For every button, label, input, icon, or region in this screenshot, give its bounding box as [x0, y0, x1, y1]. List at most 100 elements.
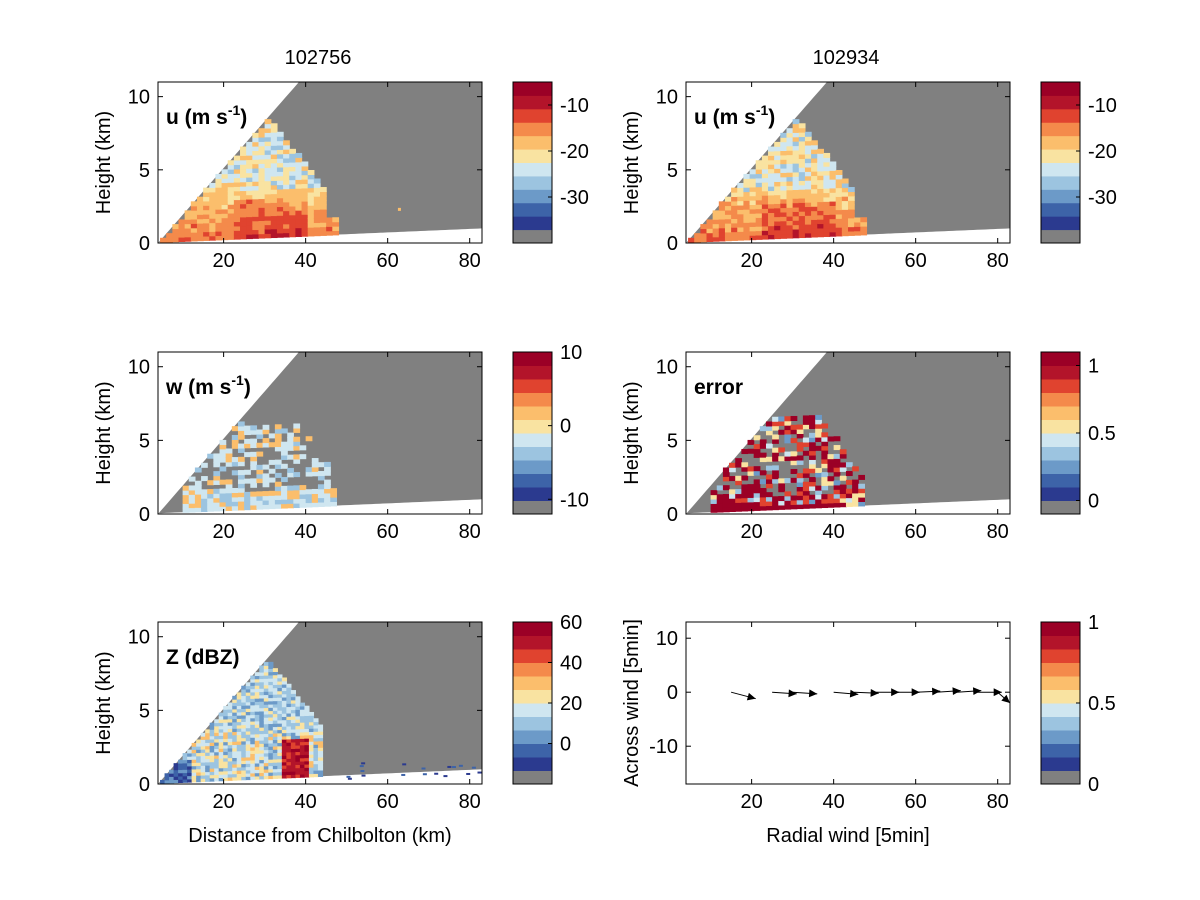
data-cell [209, 771, 215, 776]
data-cell [286, 738, 292, 743]
data-cell [268, 733, 274, 737]
data-cell [722, 467, 730, 473]
data-cell [277, 732, 283, 737]
data-cell [207, 453, 214, 459]
data-cell [792, 185, 800, 191]
data-cell [815, 423, 822, 429]
data-cell [258, 136, 266, 142]
data-cell [232, 724, 238, 729]
data-cell [780, 207, 788, 213]
data-cell [268, 772, 274, 776]
data-cell [263, 726, 269, 731]
data-cell [747, 484, 755, 490]
data-cell [276, 136, 284, 142]
data-cell [283, 201, 290, 207]
data-cell [166, 237, 173, 243]
data-cell [264, 206, 272, 212]
data-cell [774, 207, 781, 213]
data-cell [809, 415, 816, 421]
data-cell [747, 497, 755, 503]
data-cell [790, 438, 798, 444]
data-cell [254, 694, 260, 699]
data-cell [232, 731, 238, 736]
data-cell [182, 766, 188, 770]
colorbar-swatch [1041, 649, 1080, 663]
data-cell [203, 192, 210, 198]
data-cell [272, 755, 278, 760]
data-cell [827, 462, 835, 469]
data-cell [209, 758, 215, 763]
data-cell [798, 189, 806, 195]
data-cell [178, 232, 186, 238]
data-cell [245, 753, 251, 758]
colorbar-swatch [1041, 202, 1080, 217]
data-cell [804, 153, 812, 159]
data-cell [765, 465, 773, 471]
colorbar-swatch [1041, 487, 1080, 501]
data-cell [839, 449, 847, 455]
data-cell [792, 206, 800, 212]
data-cell [263, 752, 269, 757]
data-cell [753, 497, 761, 503]
data-cell [281, 764, 287, 769]
data-cell [774, 159, 781, 165]
data-cell [796, 490, 804, 496]
data-cell [811, 232, 818, 238]
data-cell [258, 233, 266, 239]
data-cell [203, 187, 210, 193]
colorbar-swatch [513, 446, 552, 461]
colorbar-swatch [513, 676, 552, 690]
data-cell [227, 702, 233, 707]
data-cell [835, 200, 843, 206]
data-cell [299, 485, 307, 491]
y-tick-label: 10 [128, 627, 150, 649]
data-cell [187, 765, 193, 770]
data-cell [250, 688, 256, 693]
data-cell [258, 216, 266, 222]
data-cell [190, 232, 198, 238]
data-cell [227, 173, 235, 179]
data-cell [250, 504, 258, 510]
data-cell [215, 182, 223, 188]
data-cell [270, 158, 278, 164]
data-cell [270, 224, 278, 230]
data-cell [308, 770, 315, 775]
data-cell [823, 196, 831, 202]
data-cell [718, 201, 726, 207]
data-cell [250, 691, 256, 696]
data-cell [330, 497, 338, 503]
data-cell [774, 168, 781, 174]
data-cell [281, 490, 288, 496]
data-cell [232, 718, 238, 723]
data-cell [798, 140, 806, 146]
data-cell [295, 696, 301, 701]
data-cell [270, 219, 278, 225]
data-cell [268, 697, 274, 702]
data-cell [218, 712, 224, 717]
data-cell [811, 223, 818, 229]
data-cell [749, 195, 757, 201]
data-cell [724, 218, 732, 224]
data-cell [277, 716, 283, 721]
data-cell [218, 745, 224, 749]
data-cell [796, 433, 804, 439]
data-cell [811, 162, 818, 168]
data-cell [755, 208, 763, 214]
data-cell [281, 755, 287, 760]
data-cell [213, 502, 221, 508]
data-cell [784, 456, 792, 462]
data-cell [227, 770, 233, 775]
colorbar-box [1040, 81, 1081, 244]
data-cell [774, 172, 781, 178]
data-cell [272, 677, 278, 682]
data-cell [173, 769, 179, 774]
data-cell [778, 487, 786, 493]
data-cell [835, 183, 843, 189]
y-axis-label: Height (km) [93, 111, 115, 214]
data-cell [259, 665, 265, 670]
data-cell [259, 730, 265, 735]
data-cell [263, 687, 269, 692]
data-cell [281, 739, 287, 743]
data-cell [231, 492, 239, 498]
